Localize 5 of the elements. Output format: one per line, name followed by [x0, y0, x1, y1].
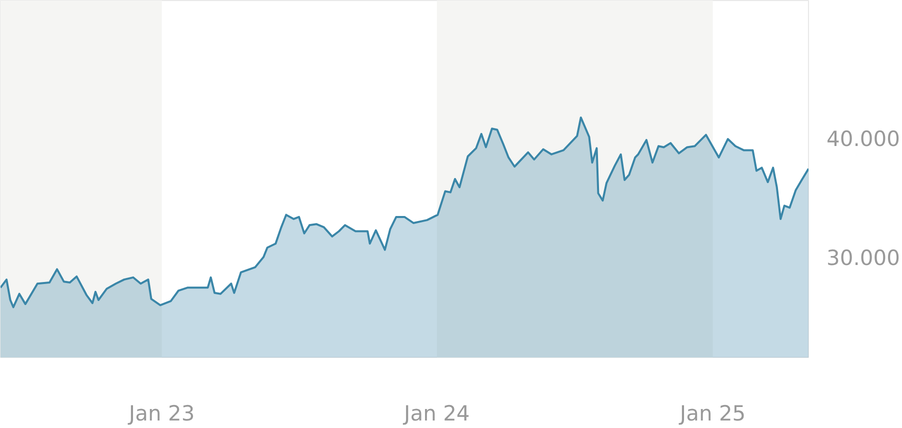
x-tick-label: Jan 23 — [126, 402, 195, 426]
y-tick-label: 30.000 — [826, 246, 900, 270]
x-tick-label: Jan 24 — [402, 402, 470, 426]
x-tick-label: Jan 25 — [678, 402, 746, 426]
y-tick-label: 40.000 — [826, 126, 900, 151]
